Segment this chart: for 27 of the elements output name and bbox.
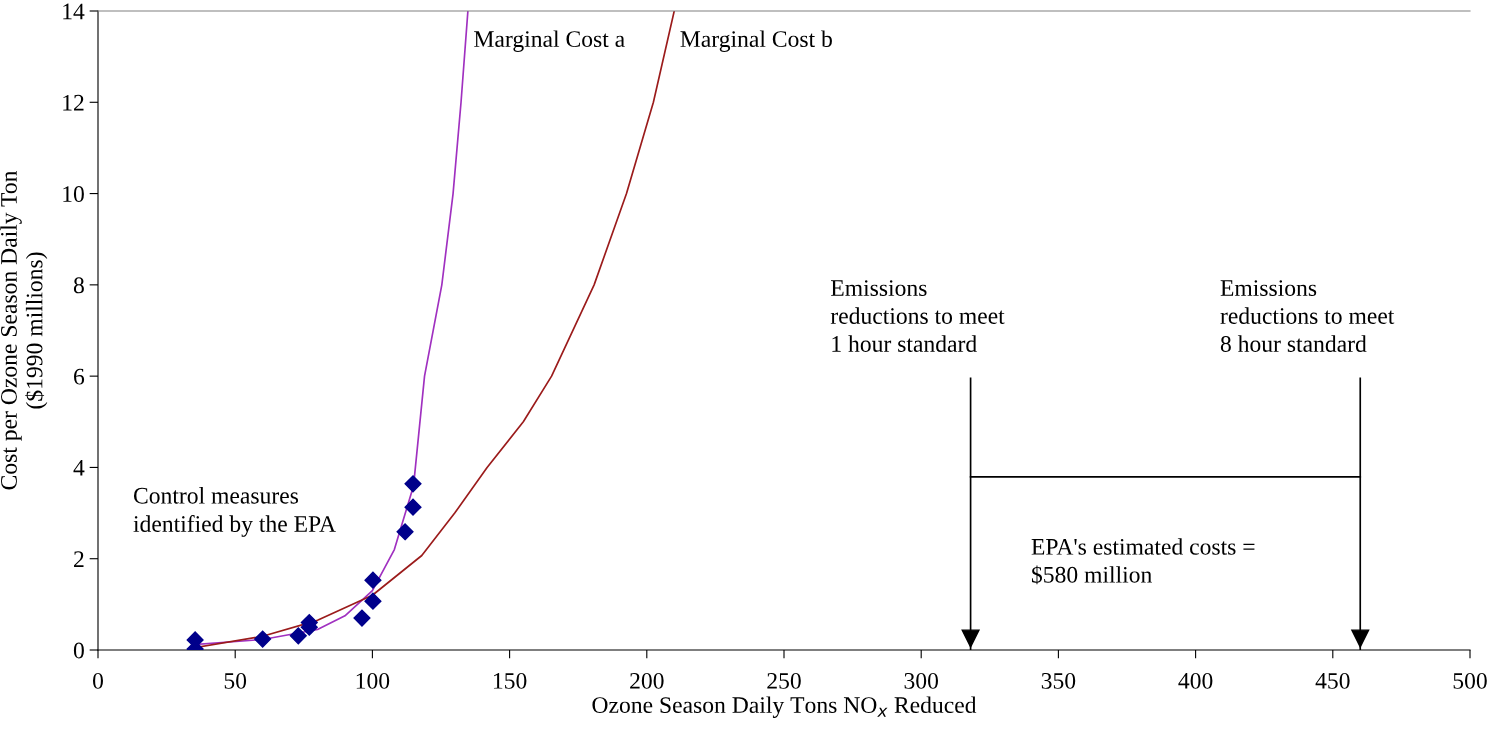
y-tick-label: 4: [73, 460, 85, 476]
x-tick-label: 50: [224, 672, 247, 689]
series-label: Marginal Cost b: [680, 30, 832, 52]
x-tick-label: 450: [1315, 672, 1350, 689]
y-tick-label: 12: [63, 94, 84, 111]
x-tick-label: 500: [1453, 672, 1487, 689]
x-tick-label: 400: [1178, 672, 1213, 689]
ref-line-label: Emissions reductions to meet 8 hour standard: [1220, 280, 1395, 352]
y-tick-label: 6: [74, 368, 85, 385]
x-tick-label: 150: [493, 672, 527, 689]
y-tick-label: 14: [63, 3, 85, 20]
x-tick-label: 100: [356, 672, 390, 689]
x-tick-label: 200: [630, 672, 664, 689]
x-tick-label: 250: [767, 672, 801, 689]
y-tick-label: 0: [73, 642, 84, 659]
x-tick-label: 0: [93, 672, 103, 689]
ref-line-label: Emissions reductions to meet 1 hour standard: [830, 280, 1005, 352]
annotation: EPA's estimated costs = $580 million: [1031, 538, 1255, 585]
x-tick-label: 300: [904, 672, 939, 689]
y-axis-title: Cost per Ozone Season Daily Ton ($1990 millions): [0, 170, 48, 490]
annotation: Control measures identified by the EPA: [133, 487, 336, 537]
x-tick-label: 350: [1041, 672, 1076, 689]
series-label: Marginal Cost a: [474, 30, 625, 52]
y-tick-label: 2: [74, 551, 84, 567]
x-axis-title: Ozone Season Daily Tons NO$_{x}$ Reduced: [592, 696, 977, 718]
y-tick-label: 10: [63, 186, 84, 202]
y-tick-label: 8: [73, 277, 84, 294]
